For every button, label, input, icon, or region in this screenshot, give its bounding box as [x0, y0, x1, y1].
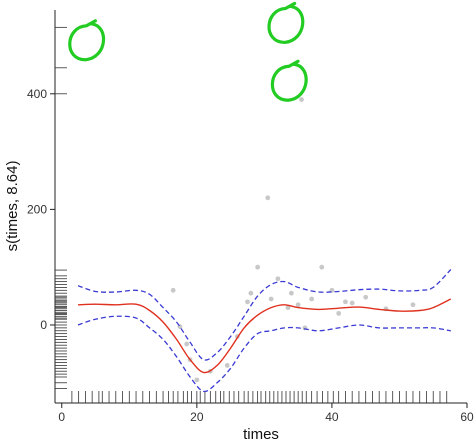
y-axis-title: s(times, 8.64)	[4, 161, 21, 252]
x-tick-label: 40	[325, 410, 339, 424]
residual-points	[170, 97, 416, 383]
residual-point	[268, 296, 274, 302]
x-tick-label: 0	[58, 410, 65, 424]
residual-point	[309, 296, 315, 302]
residual-point	[299, 97, 304, 102]
residual-point	[170, 287, 176, 293]
y-tick-label: 400	[27, 87, 47, 101]
y-tick-label: 0	[40, 318, 47, 332]
residual-point	[336, 311, 342, 316]
upper-band-line	[77, 269, 452, 361]
axes	[54, 10, 467, 404]
smooth-series	[77, 269, 452, 393]
annotation-circle	[270, 59, 308, 102]
residual-point	[194, 377, 200, 383]
residual-point	[255, 264, 261, 270]
lower-band-line	[77, 315, 451, 393]
residual-point	[265, 195, 271, 201]
x-rug	[71, 391, 448, 403]
annotation-circle	[267, 1, 305, 45]
residual-point	[245, 299, 250, 305]
residual-point	[288, 290, 294, 296]
residual-point	[343, 299, 348, 305]
hand-drawn-annotations	[68, 1, 308, 102]
y-tick-label: 200	[27, 202, 47, 216]
residual-point	[184, 341, 190, 347]
residual-point	[248, 290, 254, 296]
residual-point	[295, 302, 301, 308]
y-axis-ticks: 0 200 400	[27, 87, 55, 332]
residual-point	[363, 294, 369, 300]
x-axis-ticks: 0 20 40 60	[58, 403, 474, 424]
fit-line	[77, 298, 452, 374]
annotation-circle	[68, 19, 106, 62]
residual-point	[275, 276, 281, 282]
x-tick-label: 60	[460, 410, 474, 424]
x-axis-title: times	[243, 426, 279, 443]
residual-point	[319, 264, 325, 270]
residual-point	[224, 363, 230, 368]
x-tick-label: 20	[190, 410, 204, 424]
residual-point	[285, 305, 291, 311]
y-rug	[55, 26, 67, 389]
residual-point	[410, 302, 416, 308]
residual-point	[349, 300, 355, 306]
